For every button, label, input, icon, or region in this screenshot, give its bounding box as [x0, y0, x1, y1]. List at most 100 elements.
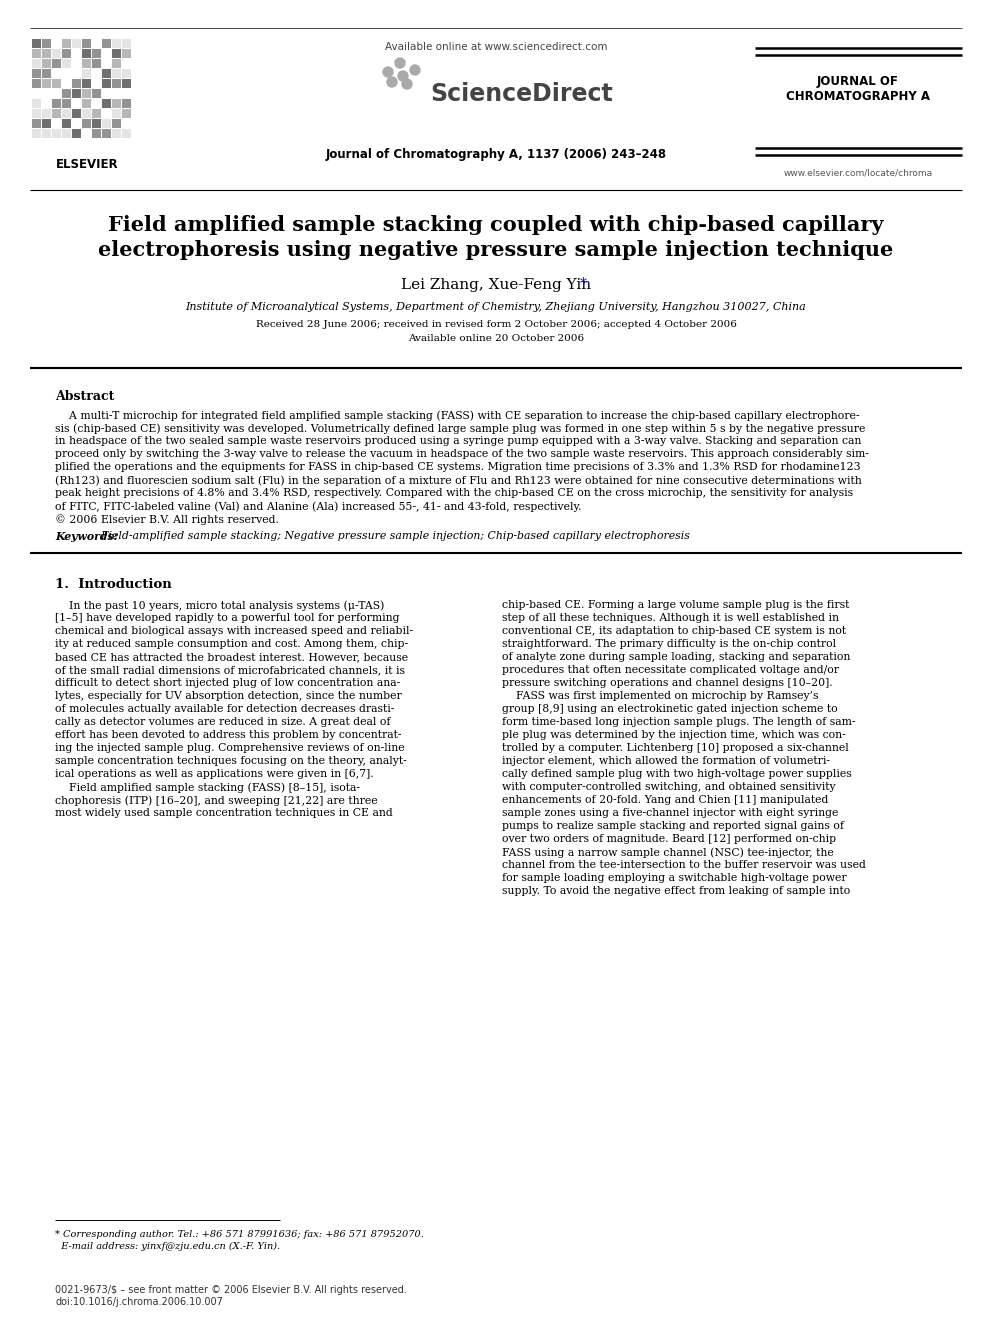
- Circle shape: [395, 58, 405, 67]
- Bar: [72, 130, 81, 138]
- Text: www.elsevier.com/locate/chroma: www.elsevier.com/locate/chroma: [784, 168, 932, 177]
- Text: proceed only by switching the 3-way valve to release the vacuum in headspace of : proceed only by switching the 3-way valv…: [55, 448, 869, 459]
- Text: ScienceDirect: ScienceDirect: [430, 82, 613, 106]
- Bar: [32, 130, 41, 138]
- Bar: [102, 130, 111, 138]
- Bar: [102, 99, 111, 108]
- Text: plified the operations and the equipments for FASS in chip-based CE systems. Mig: plified the operations and the equipment…: [55, 462, 861, 472]
- Bar: [62, 69, 71, 78]
- Text: ple plug was determined by the injection time, which was con-: ple plug was determined by the injection…: [502, 730, 846, 740]
- Text: chemical and biological assays with increased speed and reliabil-: chemical and biological assays with incr…: [55, 626, 413, 636]
- Text: for sample loading employing a switchable high-voltage power: for sample loading employing a switchabl…: [502, 873, 846, 882]
- Bar: [112, 89, 121, 98]
- Text: E-mail address: yinxf@zju.edu.cn (X.-F. Yin).: E-mail address: yinxf@zju.edu.cn (X.-F. …: [55, 1242, 280, 1252]
- Bar: [52, 69, 61, 78]
- Text: based CE has attracted the broadest interest. However, because: based CE has attracted the broadest inte…: [55, 652, 408, 662]
- Bar: [122, 60, 131, 67]
- Bar: [122, 49, 131, 58]
- Bar: [72, 119, 81, 128]
- Bar: [52, 49, 61, 58]
- Text: © 2006 Elsevier B.V. All rights reserved.: © 2006 Elsevier B.V. All rights reserved…: [55, 515, 279, 525]
- Text: supply. To avoid the negative effect from leaking of sample into: supply. To avoid the negative effect fro…: [502, 886, 850, 896]
- Bar: [42, 119, 51, 128]
- Text: channel from the tee-intersection to the buffer reservoir was used: channel from the tee-intersection to the…: [502, 860, 866, 871]
- Bar: [52, 79, 61, 89]
- Text: pumps to realize sample stacking and reported signal gains of: pumps to realize sample stacking and rep…: [502, 822, 844, 831]
- Circle shape: [402, 79, 412, 89]
- Bar: [32, 79, 41, 89]
- Text: step of all these techniques. Although it is well established in: step of all these techniques. Although i…: [502, 613, 839, 623]
- Bar: [82, 119, 91, 128]
- Text: electrophoresis using negative pressure sample injection technique: electrophoresis using negative pressure …: [98, 239, 894, 261]
- Text: form time-based long injection sample plugs. The length of sam-: form time-based long injection sample pl…: [502, 717, 855, 728]
- Bar: [82, 60, 91, 67]
- Text: sis (chip-based CE) sensitivity was developed. Volumetrically defined large samp: sis (chip-based CE) sensitivity was deve…: [55, 423, 865, 434]
- Bar: [30, 38, 145, 148]
- Bar: [102, 108, 111, 118]
- Bar: [92, 119, 101, 128]
- Text: injector element, which allowed the formation of volumetri-: injector element, which allowed the form…: [502, 755, 830, 766]
- Bar: [122, 69, 131, 78]
- Bar: [62, 119, 71, 128]
- Bar: [122, 108, 131, 118]
- Bar: [82, 108, 91, 118]
- Text: of analyte zone during sample loading, stacking and separation: of analyte zone during sample loading, s…: [502, 652, 850, 662]
- Text: of FITC, FITC-labeled valine (Val) and Alanine (Ala) increased 55-, 41- and 43-f: of FITC, FITC-labeled valine (Val) and A…: [55, 501, 581, 512]
- Bar: [102, 38, 111, 48]
- Text: Field-amplified sample stacking; Negative pressure sample injection; Chip-based : Field-amplified sample stacking; Negativ…: [94, 531, 689, 541]
- Text: 1.  Introduction: 1. Introduction: [55, 578, 172, 591]
- Bar: [72, 38, 81, 48]
- Text: ELSEVIER: ELSEVIER: [57, 157, 119, 171]
- Text: A multi-T microchip for integrated field amplified sample stacking (FASS) with C: A multi-T microchip for integrated field…: [55, 410, 859, 421]
- Text: with computer-controlled switching, and obtained sensitivity: with computer-controlled switching, and …: [502, 782, 835, 792]
- Text: *: *: [580, 277, 587, 291]
- Bar: [122, 38, 131, 48]
- Text: Institute of Microanalytical Systems, Department of Chemistry, Zhejiang Universi: Institute of Microanalytical Systems, De…: [186, 302, 806, 312]
- Text: group [8,9] using an electrokinetic gated injection scheme to: group [8,9] using an electrokinetic gate…: [502, 704, 837, 714]
- Text: Lei Zhang, Xue-Feng Yin: Lei Zhang, Xue-Feng Yin: [401, 278, 591, 292]
- Bar: [32, 60, 41, 67]
- Text: in headspace of the two sealed sample waste reservoirs produced using a syringe : in headspace of the two sealed sample wa…: [55, 437, 861, 446]
- Circle shape: [383, 67, 393, 77]
- Circle shape: [410, 65, 420, 75]
- Bar: [32, 38, 41, 48]
- Bar: [92, 69, 101, 78]
- Bar: [92, 49, 101, 58]
- Text: of the small radial dimensions of microfabricated channels, it is: of the small radial dimensions of microf…: [55, 665, 405, 675]
- Bar: [72, 89, 81, 98]
- Text: FASS using a narrow sample channel (NSC) tee-injector, the: FASS using a narrow sample channel (NSC)…: [502, 847, 833, 857]
- Circle shape: [398, 71, 408, 81]
- Text: sample concentration techniques focusing on the theory, analyt-: sample concentration techniques focusing…: [55, 755, 407, 766]
- Text: sample zones using a five-channel injector with eight syringe: sample zones using a five-channel inject…: [502, 808, 838, 818]
- Bar: [42, 130, 51, 138]
- Text: Available online 20 October 2006: Available online 20 October 2006: [408, 333, 584, 343]
- Bar: [82, 79, 91, 89]
- Bar: [72, 69, 81, 78]
- Bar: [62, 49, 71, 58]
- Text: most widely used sample concentration techniques in CE and: most widely used sample concentration te…: [55, 808, 393, 818]
- Text: difficult to detect short injected plug of low concentration ana-: difficult to detect short injected plug …: [55, 677, 400, 688]
- Bar: [32, 69, 41, 78]
- Text: straightforward. The primary difficulty is the on-chip control: straightforward. The primary difficulty …: [502, 639, 836, 650]
- Text: JOURNAL OF
CHROMATOGRAPHY A: JOURNAL OF CHROMATOGRAPHY A: [786, 75, 930, 103]
- Bar: [42, 38, 51, 48]
- Text: Field amplified sample stacking (FASS) [8–15], isota-: Field amplified sample stacking (FASS) […: [55, 782, 360, 792]
- Text: trolled by a computer. Lichtenberg [10] proposed a six-channel: trolled by a computer. Lichtenberg [10] …: [502, 744, 849, 753]
- Text: Keywords:: Keywords:: [55, 531, 118, 542]
- Bar: [112, 79, 121, 89]
- Text: chophoresis (ITP) [16–20], and sweeping [21,22] are three: chophoresis (ITP) [16–20], and sweeping …: [55, 795, 378, 806]
- Bar: [42, 49, 51, 58]
- Bar: [122, 130, 131, 138]
- Text: effort has been devoted to address this problem by concentrat-: effort has been devoted to address this …: [55, 730, 402, 740]
- Bar: [82, 130, 91, 138]
- Text: doi:10.1016/j.chroma.2006.10.007: doi:10.1016/j.chroma.2006.10.007: [55, 1297, 223, 1307]
- Bar: [42, 60, 51, 67]
- Text: Journal of Chromatography A, 1137 (2006) 243–248: Journal of Chromatography A, 1137 (2006)…: [325, 148, 667, 161]
- Text: chip-based CE. Forming a large volume sample plug is the first: chip-based CE. Forming a large volume sa…: [502, 601, 849, 610]
- Bar: [62, 130, 71, 138]
- Text: lytes, especially for UV absorption detection, since the number: lytes, especially for UV absorption dete…: [55, 691, 402, 701]
- Bar: [32, 119, 41, 128]
- Bar: [102, 49, 111, 58]
- Text: enhancements of 20-fold. Yang and Chien [11] manipulated: enhancements of 20-fold. Yang and Chien …: [502, 795, 828, 804]
- Text: cally as detector volumes are reduced in size. A great deal of: cally as detector volumes are reduced in…: [55, 717, 391, 728]
